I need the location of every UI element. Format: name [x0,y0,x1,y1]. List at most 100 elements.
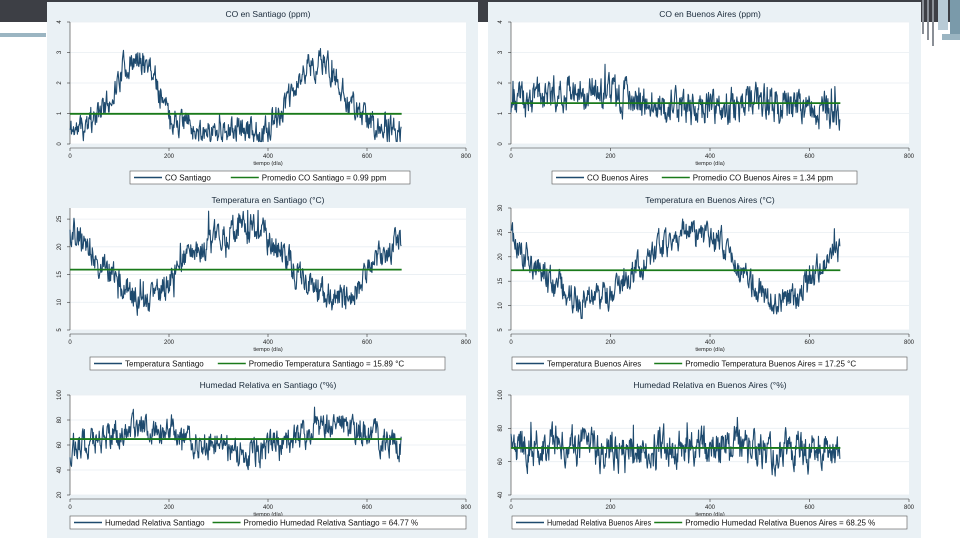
x-tick-label: 800 [904,505,915,511]
y-tick-label: 10 [57,298,63,305]
y-tick-label: 15 [498,277,504,284]
legend-box [511,356,908,371]
legend-label-mean: Promedio CO Buenos Aires = 1.34 ppm [693,174,834,183]
y-tick-label: 2 [498,81,504,85]
x-tick-label: 200 [605,340,616,346]
legend-label-mean: Promedio Temperatura Santiago = 15.89 °C [249,360,405,369]
legend-box [89,356,446,371]
legend: Humedad Relativa Buenos Aires Promedio Hu… [511,515,908,530]
x-tick-label: 600 [362,154,373,160]
x-tick-label: 800 [461,340,472,346]
x-tick-label: 0 [68,340,72,346]
legend-label-mean: Promedio Humedad Relativa Santiago = 64.… [244,519,419,528]
x-tick-label: 0 [68,154,72,160]
y-tick-label: 4 [57,20,63,24]
legend-box [551,170,858,185]
legend: CO Santiago Promedio CO Santiago = 0.99 p… [129,170,411,185]
legend-label-series: Temperatura Santiago [125,360,204,369]
legend-box [69,515,467,530]
x-tick-label: 200 [605,505,616,511]
y-tick-label: 60 [57,441,63,448]
x-tick-label: 0 [509,154,513,160]
legend: Temperatura Santiago Promedio Temperatura… [89,356,446,371]
chart-co_santiago: CO en Santiago (ppm) 0 1 2 3 4 0 200 400 600 800 ti… [57,9,472,185]
x-tick-label: 200 [164,505,175,511]
y-tick-label: 20 [498,253,504,260]
x-axis-label: tiempo (día) [253,512,283,518]
slide-corner-decoration [922,0,960,46]
x-tick-label: 0 [509,340,513,346]
chart-hum_santiago: Humedad Relativa en Santiago (°%) 20 40 60 8… [57,380,472,530]
legend-label-series: CO Buenos Aires [587,174,648,183]
x-tick-label: 400 [263,154,274,160]
slide-accent-line [0,33,46,37]
legend-label-mean: Promedio CO Santiago = 0.99 ppm [262,174,387,183]
x-tick-label: 800 [904,340,915,346]
x-axis-label: tiempo (día) [695,347,725,353]
y-tick-label: 100 [498,389,504,400]
y-tick-label: 60 [498,458,504,465]
chart-title: Humedad Relativa en Buenos Aires (°%) [633,380,786,390]
x-tick-label: 200 [164,154,175,160]
legend-label-series: CO Santiago [165,174,211,183]
x-tick-label: 400 [263,340,274,346]
plot-area [511,208,909,330]
y-tick-label: 20 [57,491,63,498]
y-tick-label: 2 [57,81,63,85]
series-line [69,209,402,316]
y-tick-label: 4 [498,20,504,24]
legend-box [511,515,908,530]
x-tick-label: 0 [68,505,72,511]
x-tick-label: 0 [509,505,513,511]
y-tick-label: 20 [57,243,63,250]
legend-box [129,170,411,185]
x-tick-label: 600 [804,505,815,511]
x-tick-label: 600 [804,154,815,160]
y-tick-label: 15 [57,271,63,278]
x-tick-label: 200 [164,340,175,346]
legend: Humedad Relativa Santiago Promedio Humeda… [69,515,467,530]
y-tick-label: 30 [498,204,504,211]
legend-label-series: Humedad Relativa Santiago [105,519,205,528]
x-tick-label: 600 [362,340,373,346]
chart-temp_santiago: Temperatura en Santiago (°C) 5 10 15 20 25 0 20… [57,195,472,371]
x-tick-label: 400 [705,154,716,160]
y-tick-label: 100 [57,389,63,400]
y-tick-label: 3 [498,50,504,54]
y-tick-label: 0 [498,142,504,146]
y-tick-label: 0 [57,142,63,146]
series-line [69,47,402,143]
legend-label-series: Humedad Relativa Buenos Aires [547,519,651,528]
x-tick-label: 400 [263,505,274,511]
y-tick-label: 40 [498,491,504,498]
series-line [69,406,402,471]
y-tick-label: 80 [57,416,63,423]
x-tick-label: 400 [705,505,716,511]
x-axis-label: tiempo (día) [695,512,725,518]
chart-co_ba: CO en Buenos Aires (ppm) 0 1 2 3 4 0 200 400 600 8… [498,9,915,185]
series-line [510,63,841,131]
x-axis-label: tiempo (día) [253,161,283,167]
x-tick-label: 800 [461,154,472,160]
chart-hum_ba: Humedad Relativa en Buenos Aires (°%) 40 6… [498,380,915,530]
x-axis-label: tiempo (día) [695,161,725,167]
chart-title: CO en Santiago (ppm) [225,9,310,19]
chart-temp_ba: Temperatura en Buenos Aires (°C) 5 10 15 20 2… [498,195,915,371]
y-tick-label: 5 [57,328,63,332]
y-tick-label: 40 [57,466,63,473]
y-tick-label: 10 [498,302,504,309]
series-line [510,416,841,477]
y-tick-label: 1 [498,111,504,115]
legend-label-series: Temperatura Buenos Aires [547,360,641,369]
chart-title: Temperatura en Santiago (°C) [211,195,324,205]
y-tick-label: 1 [57,111,63,115]
x-tick-label: 600 [804,340,815,346]
y-tick-label: 3 [57,50,63,54]
x-tick-label: 400 [705,340,716,346]
series-line [510,218,841,320]
legend: Temperatura Buenos Aires Promedio Tempera… [511,356,908,371]
y-tick-label: 80 [498,424,504,431]
x-tick-label: 600 [362,505,373,511]
chart-title: Temperatura en Buenos Aires (°C) [645,195,775,205]
